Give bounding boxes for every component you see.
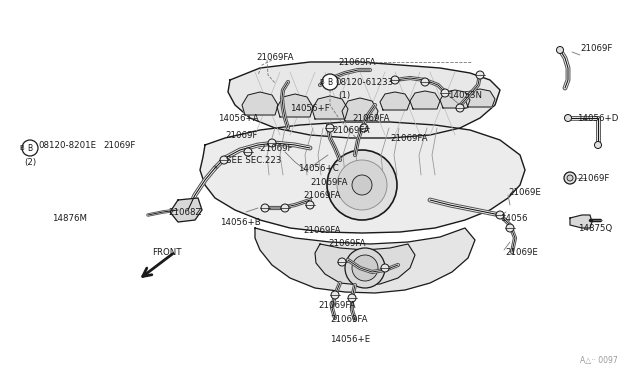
Text: 21069F: 21069F [580, 44, 612, 52]
Text: A△·· 0097: A△·· 0097 [580, 356, 618, 365]
Polygon shape [312, 96, 348, 119]
Text: 21069FA: 21069FA [352, 113, 390, 122]
Text: 21069FA: 21069FA [256, 52, 294, 61]
Polygon shape [242, 92, 278, 115]
Circle shape [337, 160, 387, 210]
Text: 14056+D: 14056+D [577, 113, 618, 122]
Circle shape [331, 291, 339, 299]
Text: 14056+C: 14056+C [298, 164, 339, 173]
Text: 21069E: 21069E [505, 247, 538, 257]
Text: 08120-8201E: 08120-8201E [38, 141, 96, 150]
Text: (1): (1) [338, 90, 350, 99]
Polygon shape [277, 94, 313, 117]
Circle shape [567, 175, 573, 181]
Polygon shape [465, 89, 495, 107]
Text: 21069FA: 21069FA [390, 134, 428, 142]
Text: SEE SEC.223: SEE SEC.223 [226, 155, 282, 164]
Circle shape [557, 46, 563, 54]
Text: 21069FA: 21069FA [303, 190, 340, 199]
Polygon shape [255, 228, 475, 293]
Text: 21069FA: 21069FA [328, 238, 365, 247]
Circle shape [326, 124, 334, 132]
Polygon shape [570, 215, 592, 228]
Polygon shape [410, 91, 440, 109]
Polygon shape [380, 92, 410, 110]
Circle shape [352, 175, 372, 195]
Text: 14053N: 14053N [448, 90, 482, 99]
Circle shape [360, 124, 368, 132]
Polygon shape [228, 62, 500, 138]
Text: 21069F: 21069F [577, 173, 609, 183]
Circle shape [391, 76, 399, 84]
Circle shape [345, 248, 385, 288]
Circle shape [348, 294, 356, 302]
Text: 21069FA: 21069FA [332, 125, 369, 135]
Circle shape [496, 211, 504, 219]
Polygon shape [315, 244, 415, 285]
Text: 14056+F: 14056+F [290, 103, 330, 112]
Circle shape [595, 141, 602, 148]
Text: 14056+A: 14056+A [218, 113, 259, 122]
Text: 21069F: 21069F [225, 131, 257, 140]
Text: 21069FA: 21069FA [310, 177, 348, 186]
Circle shape [244, 148, 252, 156]
Circle shape [441, 89, 449, 97]
Text: 08120-61233: 08120-61233 [335, 77, 393, 87]
Polygon shape [170, 198, 202, 222]
Circle shape [22, 140, 38, 156]
Text: 14056+B: 14056+B [220, 218, 260, 227]
Text: 21069FA: 21069FA [338, 58, 376, 67]
Circle shape [261, 204, 269, 212]
Circle shape [327, 150, 397, 220]
Text: 21069F: 21069F [103, 141, 136, 150]
Text: 21069FA: 21069FA [318, 301, 355, 310]
Text: 14875Q: 14875Q [578, 224, 612, 232]
Circle shape [421, 78, 429, 86]
Polygon shape [342, 98, 378, 121]
Text: B: B [319, 79, 324, 85]
Text: 21069FA: 21069FA [303, 225, 340, 234]
Circle shape [220, 156, 228, 164]
Text: 21069FA: 21069FA [330, 315, 367, 324]
Text: 14056: 14056 [500, 214, 527, 222]
Text: 14876M: 14876M [52, 214, 87, 222]
Text: -21069F: -21069F [258, 144, 294, 153]
Text: FRONT: FRONT [152, 247, 182, 257]
Circle shape [306, 201, 314, 209]
Circle shape [281, 204, 289, 212]
Circle shape [564, 115, 572, 122]
Text: B: B [328, 77, 333, 87]
Text: 21068Z: 21068Z [168, 208, 202, 217]
Circle shape [456, 104, 464, 112]
Circle shape [338, 258, 346, 266]
Circle shape [564, 172, 576, 184]
Polygon shape [440, 90, 470, 108]
Circle shape [506, 224, 514, 232]
Text: 21069E: 21069E [508, 187, 541, 196]
Circle shape [352, 255, 378, 281]
Circle shape [268, 139, 276, 147]
Text: (2): (2) [24, 157, 36, 167]
Text: 14056+E: 14056+E [330, 336, 371, 344]
Circle shape [322, 74, 338, 90]
Circle shape [476, 71, 484, 79]
Text: B: B [20, 145, 24, 151]
Polygon shape [200, 122, 525, 233]
Circle shape [381, 264, 389, 272]
Text: B: B [28, 144, 33, 153]
